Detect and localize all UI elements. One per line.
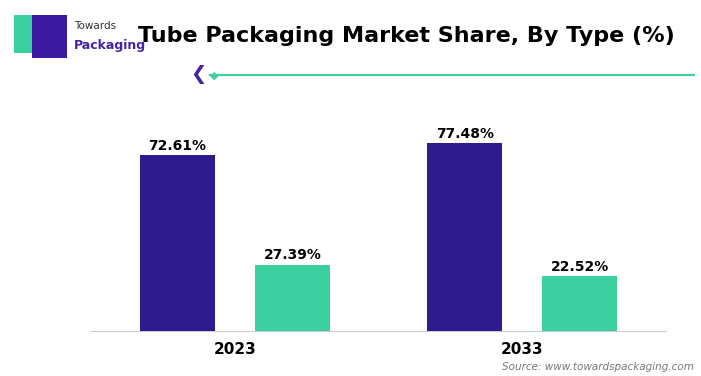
- Text: Packaging: Packaging: [74, 39, 146, 53]
- Text: Source: www.towardspackaging.com: Source: www.towardspackaging.com: [502, 362, 694, 372]
- Text: Towards: Towards: [74, 21, 116, 31]
- Text: ◆: ◆: [210, 70, 218, 80]
- Bar: [140, 155, 215, 331]
- Text: 72.61%: 72.61%: [149, 138, 206, 153]
- Text: 22.52%: 22.52%: [550, 260, 609, 274]
- Text: ❮: ❮: [191, 65, 207, 84]
- Bar: [543, 276, 617, 331]
- Text: 27.39%: 27.39%: [264, 248, 321, 262]
- Bar: [428, 143, 502, 331]
- Text: Tube Packaging Market Share, By Type (%): Tube Packaging Market Share, By Type (%): [138, 26, 675, 46]
- Text: 77.48%: 77.48%: [436, 127, 494, 141]
- Bar: [255, 264, 329, 331]
